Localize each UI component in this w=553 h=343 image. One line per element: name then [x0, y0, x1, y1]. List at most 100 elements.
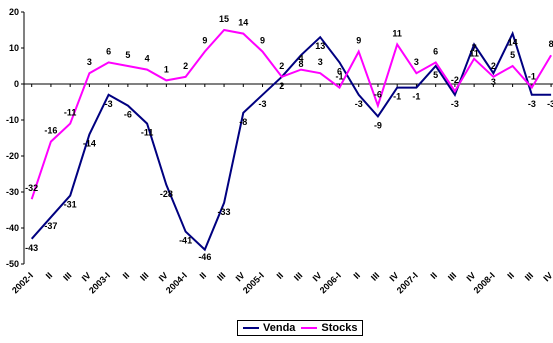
- data-label-venda: 6: [337, 66, 342, 76]
- data-label-venda: 8: [298, 59, 303, 69]
- x-tick-label: 2005-I: [241, 270, 266, 295]
- data-label-stocks: -1: [528, 72, 536, 82]
- y-tick-labels: 20 10 0 -10 -20 -30 -40 -50: [6, 7, 24, 269]
- legend-item-venda: Venda: [243, 322, 295, 334]
- x-tick-label: IV: [80, 270, 93, 283]
- y-tick-label: -40: [6, 223, 19, 233]
- x-tick-label: 2008-I: [472, 270, 497, 295]
- x-tick-label: III: [292, 270, 304, 282]
- data-label-stocks: -6: [374, 90, 382, 100]
- y-tick-label: -20: [6, 151, 19, 161]
- x-tick-label: II: [505, 270, 516, 281]
- data-label-stocks: 4: [298, 54, 303, 64]
- x-tick-label: IV: [464, 270, 477, 283]
- x-tick-label: II: [428, 270, 439, 281]
- x-tick-label: II: [121, 270, 132, 281]
- data-label-stocks: 8: [549, 39, 553, 49]
- y-tick-label: 10: [9, 43, 19, 53]
- data-label-stocks: 3: [87, 57, 92, 67]
- data-label-stocks: -2: [451, 75, 459, 85]
- x-tick-label: III: [215, 270, 227, 282]
- data-label-stocks: -32: [25, 183, 38, 193]
- data-label-venda: -3: [451, 99, 459, 109]
- data-label-venda: 14: [508, 38, 518, 48]
- axes: [23, 12, 553, 264]
- data-label-venda: 2: [279, 81, 284, 91]
- data-label-stocks: 9: [260, 36, 265, 46]
- x-tick-label: 2006-I: [318, 270, 343, 295]
- data-label-venda: -11: [141, 128, 154, 138]
- x-tick-label: 2002-I: [10, 270, 35, 295]
- data-label-venda: 13: [315, 41, 325, 51]
- x-tick-label: III: [369, 270, 381, 282]
- data-label-venda: -3: [547, 99, 553, 109]
- data-label-venda: -3: [259, 99, 267, 109]
- data-label-stocks: 2: [491, 61, 496, 71]
- data-label-stocks: 3: [318, 57, 323, 67]
- data-label-stocks: -11: [64, 108, 77, 118]
- x-tick-label: III: [138, 270, 150, 282]
- data-label-venda: 3: [491, 77, 496, 87]
- data-label-venda: -33: [218, 207, 231, 217]
- data-label-venda: -1: [412, 92, 420, 102]
- data-label-stocks: 1: [164, 64, 169, 74]
- y-tick-label: -10: [6, 115, 19, 125]
- x-tick-label: IV: [311, 270, 324, 283]
- y-tick-label: -50: [6, 259, 19, 269]
- data-label-venda: -37: [44, 221, 57, 231]
- data-label-stocks: 2: [183, 61, 188, 71]
- data-label-venda: -3: [105, 99, 113, 109]
- y-tick-label: 0: [14, 79, 19, 89]
- data-label-venda: -9: [374, 120, 382, 130]
- y-tick-label: -30: [6, 187, 19, 197]
- data-label-stocks: -1: [335, 72, 343, 82]
- x-tick-label: 2003-I: [87, 270, 112, 295]
- data-label-stocks: 6: [106, 46, 111, 56]
- x-tick-label: IV: [234, 270, 247, 283]
- series-lines: [30, 28, 552, 252]
- data-label-venda: -3: [528, 99, 536, 109]
- x-tick-label: II: [352, 270, 363, 281]
- data-label-stocks: 4: [145, 54, 150, 64]
- legend-swatch-stocks: [301, 327, 318, 329]
- data-label-stocks: 11: [392, 28, 402, 38]
- series-line-venda: [30, 30, 552, 252]
- data-label-venda: -3: [355, 99, 363, 109]
- data-label-stocks: 5: [510, 50, 515, 60]
- data-label-stocks: 2: [279, 61, 284, 71]
- data-label-venda: 5: [433, 70, 438, 80]
- x-tick-label: II: [44, 270, 55, 281]
- x-tick-label: II: [275, 270, 286, 281]
- legend-label-venda: Venda: [263, 322, 296, 334]
- data-label-stocks: 5: [125, 50, 130, 60]
- series-line-stocks: [30, 28, 552, 200]
- data-label-venda: -14: [83, 138, 96, 148]
- data-label-venda: -41: [179, 236, 192, 246]
- data-label-stocks: -16: [44, 126, 57, 136]
- x-tick-label: IV: [157, 270, 170, 283]
- legend: Venda Stocks: [237, 320, 364, 336]
- data-labels: -43-37-31-14-3-6-11-28-41-46-33-8-328136…: [25, 14, 553, 262]
- legend-label-stocks: Stocks: [321, 322, 358, 334]
- data-label-stocks: 7: [472, 43, 477, 53]
- data-label-venda: -1: [393, 92, 401, 102]
- legend-item-stocks: Stocks: [301, 322, 357, 334]
- legend-swatch-venda: [243, 327, 259, 329]
- data-label-venda: -28: [160, 189, 173, 199]
- data-label-stocks: 6: [433, 46, 438, 56]
- x-tick-label: IV: [541, 270, 553, 283]
- x-tick-label: III: [61, 270, 73, 282]
- data-label-venda: 11: [469, 48, 479, 58]
- data-label-venda: -46: [198, 252, 211, 262]
- x-tick-label: II: [198, 270, 209, 281]
- y-tick-label: 20: [9, 7, 19, 17]
- data-label-stocks: 15: [219, 14, 229, 24]
- data-label-venda: -43: [25, 243, 38, 253]
- data-label-venda: -6: [124, 110, 132, 120]
- x-tick-label: III: [523, 270, 535, 282]
- data-label-stocks: 9: [356, 36, 361, 46]
- data-label-stocks: 3: [414, 57, 419, 67]
- data-label-venda: -8: [239, 117, 247, 127]
- x-tick-label: IV: [388, 270, 401, 283]
